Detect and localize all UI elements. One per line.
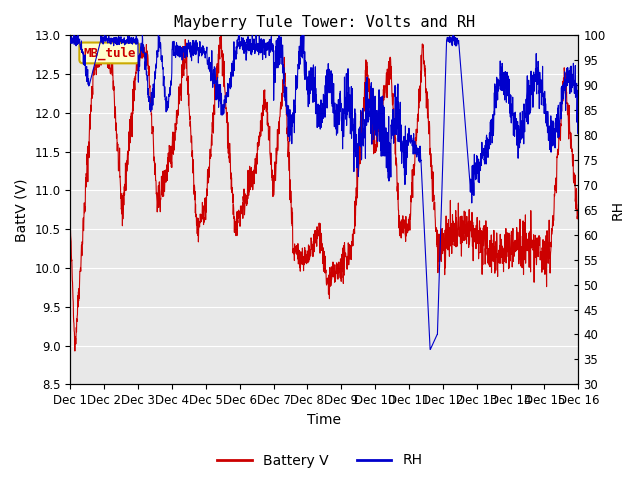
X-axis label: Time: Time [307,413,341,427]
Y-axis label: BattV (V): BattV (V) [15,178,29,241]
Title: Mayberry Tule Tower: Volts and RH: Mayberry Tule Tower: Volts and RH [174,15,475,30]
Y-axis label: RH: RH [611,200,625,220]
Text: MB_tule: MB_tule [83,46,136,60]
Legend: Battery V, RH: Battery V, RH [212,448,428,473]
